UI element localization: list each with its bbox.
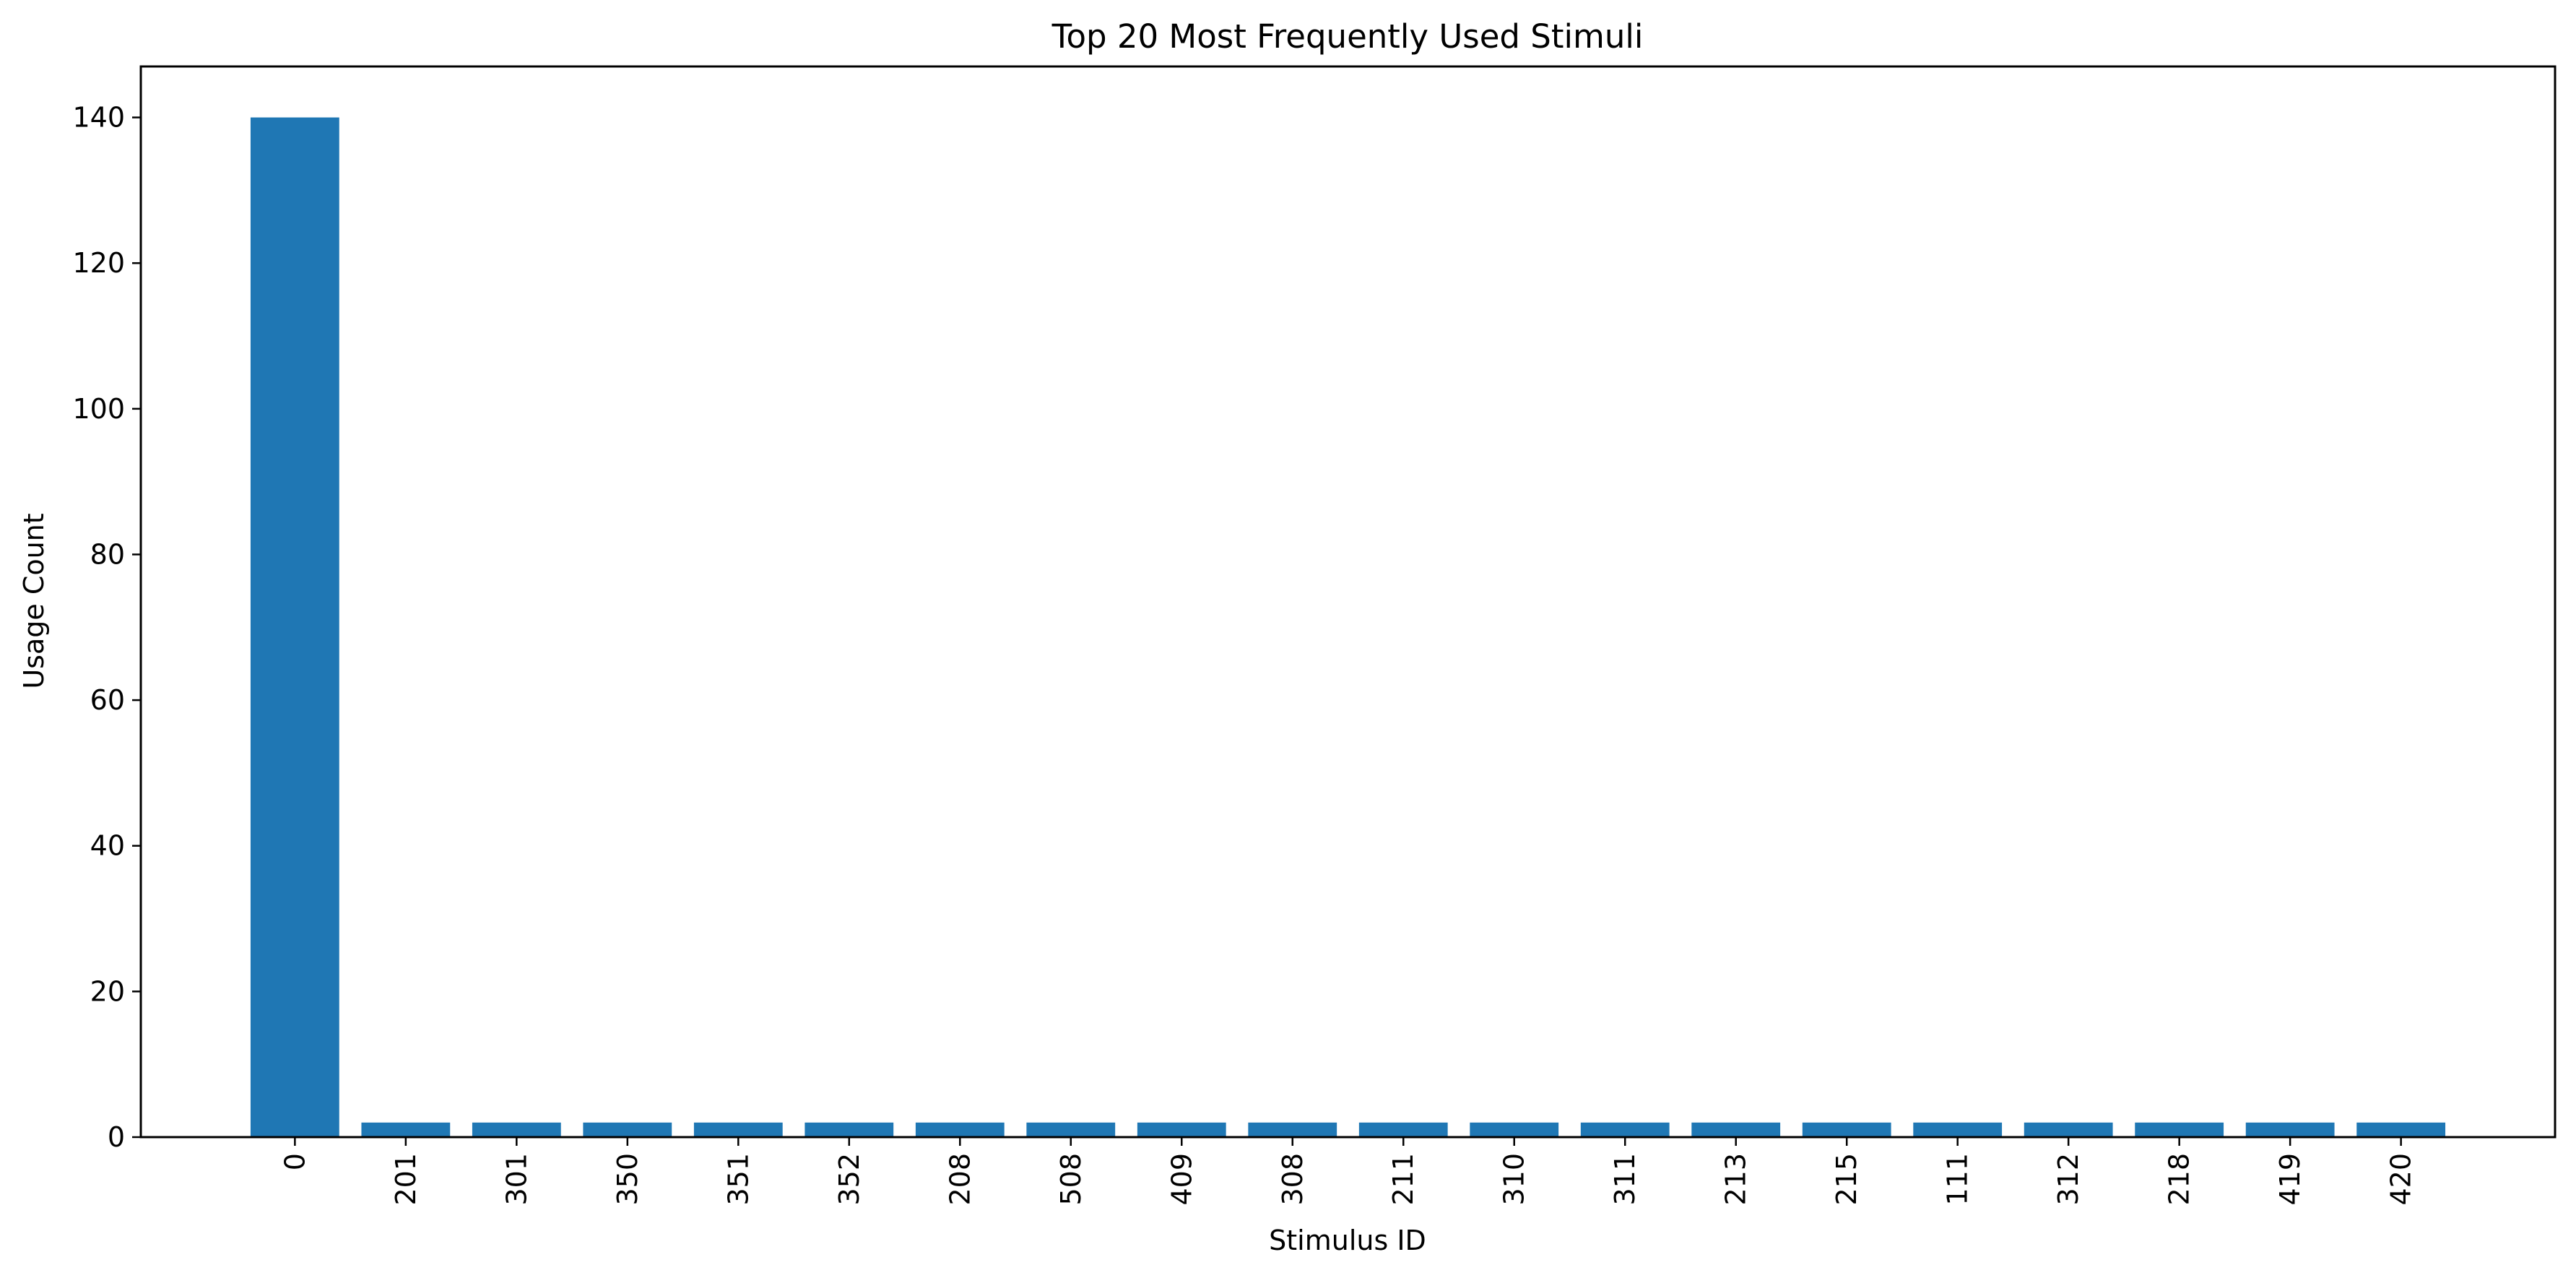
y-tick-label: 140 [72, 102, 125, 134]
x-tick-label-215: 215 [1831, 1153, 1862, 1206]
x-tick-label-201: 201 [390, 1153, 422, 1206]
bar-215 [1802, 1122, 1891, 1137]
bar-311 [1580, 1122, 1670, 1137]
y-tick-label: 0 [108, 1121, 125, 1153]
bar-111 [1913, 1122, 2003, 1137]
bar-218 [2135, 1122, 2224, 1137]
bar-312 [2024, 1122, 2113, 1137]
bar-201 [361, 1122, 451, 1137]
bars [250, 117, 2446, 1138]
x-tick-label-419: 419 [2274, 1153, 2306, 1206]
y-axis-label: Usage Count [18, 513, 50, 688]
bar-419 [2245, 1122, 2335, 1137]
y-tick-label: 60 [90, 684, 125, 716]
bar-409 [1137, 1122, 1226, 1137]
x-tick-label-301: 301 [500, 1153, 532, 1206]
x-tick-label-0: 0 [279, 1153, 311, 1170]
bar-308 [1248, 1122, 1337, 1137]
x-tick-label-213: 213 [1720, 1153, 1752, 1206]
x-tick-label-409: 409 [1166, 1153, 1197, 1206]
y-axis: 0 20 40 60 80 100 120 140 [72, 102, 141, 1153]
bar-508 [1026, 1122, 1116, 1137]
x-tick-label-308: 308 [1277, 1153, 1309, 1206]
x-tick-label-310: 310 [1499, 1153, 1530, 1206]
x-tick-label-508: 508 [1055, 1153, 1087, 1206]
bar-352 [805, 1122, 894, 1137]
bar-350 [583, 1122, 672, 1137]
x-tick-label-311: 311 [1609, 1153, 1641, 1206]
bar-211 [1358, 1122, 1448, 1137]
x-tick-label-208: 208 [944, 1153, 976, 1206]
bar-208 [915, 1122, 1005, 1137]
x-tick-label-111: 111 [1942, 1153, 1974, 1206]
y-tick-label: 40 [90, 830, 125, 862]
x-tick-label-351: 351 [722, 1153, 754, 1206]
x-tick-label-218: 218 [2164, 1153, 2195, 1206]
bar-420 [2356, 1122, 2446, 1137]
x-axis: 0 201 301 350 351 352 208 508 409 308 211 310 311 213… [279, 1137, 2417, 1206]
x-tick-label-420: 420 [2385, 1153, 2417, 1206]
y-tick-label: 120 [72, 247, 125, 279]
bar-310 [1470, 1122, 1559, 1137]
y-tick-label: 100 [72, 393, 125, 425]
y-tick-label: 80 [90, 538, 125, 570]
bar-213 [1691, 1122, 1781, 1137]
x-tick-label-352: 352 [833, 1153, 865, 1206]
x-tick-label-350: 350 [612, 1153, 643, 1206]
x-axis-label: Stimulus ID [1269, 1225, 1426, 1256]
plot-frame [139, 65, 2557, 1139]
y-tick-label: 20 [90, 975, 125, 1007]
x-tick-label-211: 211 [1387, 1153, 1419, 1206]
x-tick-label-312: 312 [2052, 1153, 2084, 1206]
bar-351 [693, 1122, 783, 1137]
bar-301 [472, 1122, 561, 1137]
bar-0 [250, 117, 339, 1138]
chart-title: Top 20 Most Frequently Used Stimuli [1051, 17, 1644, 56]
